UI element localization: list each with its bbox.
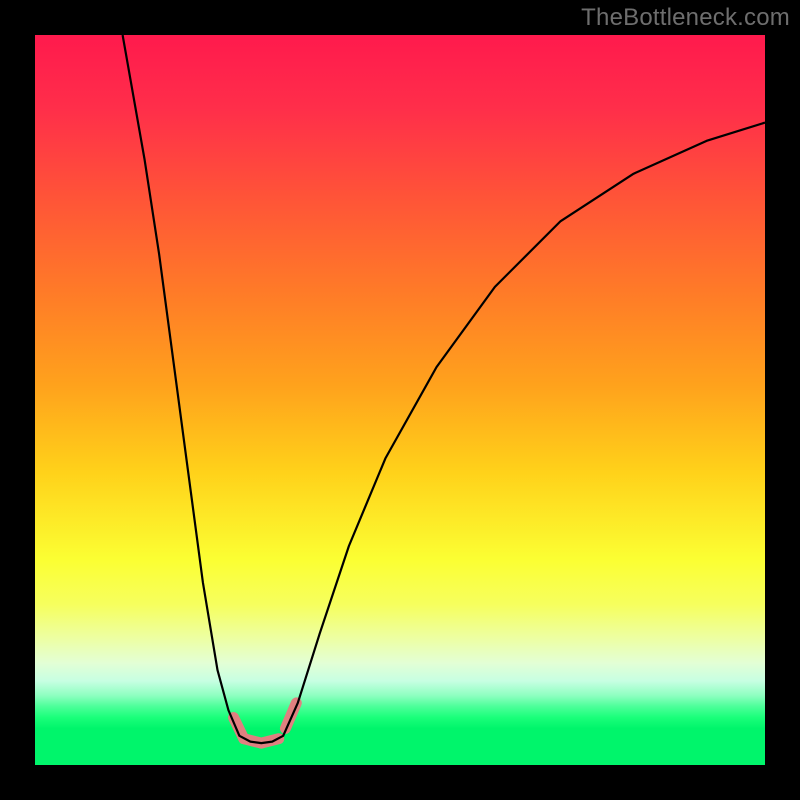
chart-root: TheBottleneck.com bbox=[0, 0, 800, 800]
bottleneck-chart-svg bbox=[0, 0, 800, 800]
watermark-text: TheBottleneck.com bbox=[581, 4, 790, 32]
plot-gradient-area bbox=[35, 35, 765, 765]
